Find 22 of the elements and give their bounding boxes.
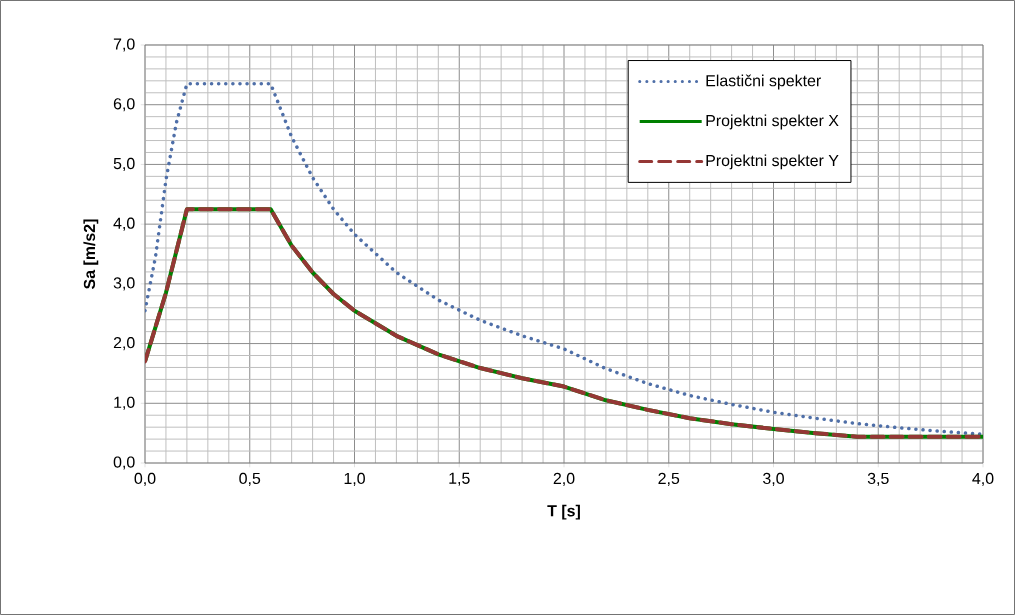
y-tick-label: 4,0 — [113, 217, 135, 231]
y-tick-label: 1,0 — [114, 396, 135, 410]
y-tick-label: 0,0 — [113, 456, 135, 470]
y-tick-label: 5,0 — [113, 157, 135, 171]
x-tick-label: 1,0 — [344, 472, 365, 486]
x-tick-label: 1,5 — [449, 472, 470, 486]
x-tick-label: 3,5 — [867, 472, 889, 486]
x-tick-label: 3,0 — [763, 472, 784, 486]
y-tick-label: 7,0 — [113, 38, 135, 52]
y-axis-title: Sa [m/s2] — [83, 219, 99, 289]
x-axis-title: T [s] — [547, 504, 580, 520]
x-tick-label: 4,0 — [972, 472, 994, 486]
y-tick-label: 6,0 — [113, 98, 135, 112]
legend-label: Elastični spekter — [706, 74, 821, 90]
x-tick-label: 2,0 — [553, 472, 575, 486]
x-tick-label: 2,5 — [658, 472, 680, 486]
legend-label: Projektni spekter X — [706, 114, 839, 130]
x-tick-label: 0,5 — [239, 472, 261, 486]
x-tick-label: 0,0 — [134, 472, 156, 486]
y-tick-label: 3,0 — [113, 277, 135, 291]
legend-label: Projektni spekter Y — [706, 154, 839, 170]
y-tick-label: 2,0 — [113, 336, 135, 351]
